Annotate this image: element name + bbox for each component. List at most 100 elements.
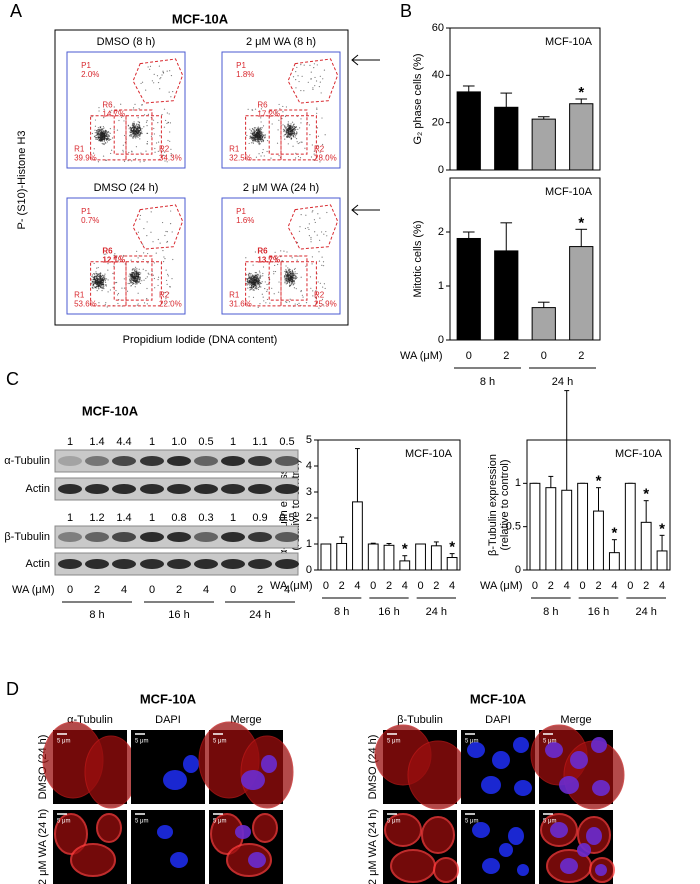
bar [399, 560, 411, 571]
flow-event [132, 125, 135, 127]
flow-event [297, 255, 299, 257]
flow-event [133, 136, 136, 138]
flow-event [98, 110, 100, 112]
flow-event [312, 295, 314, 297]
flow-event [258, 130, 260, 132]
x-tick-label: 0 [323, 580, 329, 592]
gate-r6 [268, 109, 308, 155]
flow-event [258, 135, 260, 138]
blot-band [140, 532, 164, 542]
nucleus [514, 780, 532, 796]
flow-event [300, 141, 302, 143]
flow-event [255, 133, 257, 135]
flow-event [285, 268, 287, 271]
flow-event [167, 139, 169, 142]
flow-event [157, 150, 159, 152]
flow-event [133, 123, 135, 125]
flow-event [264, 135, 266, 137]
flow-event [97, 278, 99, 280]
flow-event [132, 109, 134, 111]
flow-event [278, 119, 280, 121]
flow-event [94, 278, 96, 281]
flow-event [317, 213, 319, 215]
flow-event [273, 270, 275, 273]
flow-event [143, 279, 145, 281]
flow-event [162, 261, 165, 263]
x-tick-label: 2 [578, 350, 584, 362]
flow-event [96, 287, 98, 289]
flow-event [293, 280, 296, 282]
flow-event [136, 304, 138, 306]
flow-event [103, 253, 105, 255]
flow-event [288, 270, 290, 272]
band-quantification: 4.4 [116, 436, 131, 448]
flow-event [274, 270, 277, 273]
flow-event [289, 275, 291, 277]
gate-p1 [132, 204, 184, 250]
flow-event [247, 283, 250, 285]
flow-event [290, 123, 292, 125]
flow-event [294, 127, 296, 130]
flow-event [145, 121, 148, 123]
flow-event [255, 286, 257, 288]
flow-event [257, 283, 259, 285]
flow-event [258, 153, 260, 155]
flow-event [165, 269, 167, 271]
flow-event [111, 109, 113, 111]
flow-event [106, 131, 109, 133]
flow-event [284, 115, 287, 118]
flow-event [127, 124, 130, 126]
y-tick-label: 0 [515, 564, 521, 576]
flow-event [103, 276, 105, 279]
flow-event [260, 128, 262, 130]
flow-event [97, 127, 99, 129]
bar [430, 545, 442, 571]
flow-event [260, 138, 262, 140]
flow-event [265, 302, 267, 304]
flow-event [131, 269, 133, 271]
lane-label: 0 [67, 584, 73, 596]
flow-event [150, 135, 153, 137]
flow-event [161, 114, 163, 116]
flow-event [291, 270, 294, 273]
nucleus [492, 751, 510, 769]
flow-event [103, 285, 105, 287]
y-tick-label: 4 [306, 460, 312, 472]
flow-event [114, 253, 116, 255]
flow-event [251, 281, 253, 284]
flow-event [253, 276, 255, 278]
flow-event [260, 121, 262, 123]
gate-name: P1 [236, 207, 246, 216]
flow-event [266, 139, 269, 142]
flow-event [131, 281, 133, 284]
flow-event [147, 113, 150, 115]
group-label: 24 h [635, 606, 656, 618]
flow-event [153, 127, 155, 130]
group-label: 16 h [378, 606, 399, 618]
flow-event [146, 287, 148, 290]
flow-event [137, 275, 139, 278]
flow-event [313, 67, 315, 69]
flow-event [134, 270, 136, 273]
flow-event [146, 235, 148, 237]
flow-event [95, 137, 97, 139]
flow-event [105, 129, 107, 132]
bar [415, 543, 426, 571]
chart-annotation: MCF-10A [405, 448, 453, 460]
scale-bar-label: 5 μm [57, 819, 70, 825]
band-quantification: 0.5 [279, 512, 294, 524]
flow-event [291, 121, 294, 123]
flow-event [110, 103, 112, 105]
bar [640, 521, 652, 571]
nucleus [157, 825, 173, 839]
blot-band [221, 456, 245, 466]
flow-event [137, 257, 139, 259]
band-quantification: 0.8 [171, 512, 186, 524]
flow-event [132, 137, 134, 139]
flow-event [101, 136, 103, 138]
flow-event [129, 281, 131, 283]
flow-event [251, 139, 254, 142]
flow-event [262, 131, 264, 133]
flow-event [257, 288, 259, 291]
flow-event [292, 284, 294, 286]
